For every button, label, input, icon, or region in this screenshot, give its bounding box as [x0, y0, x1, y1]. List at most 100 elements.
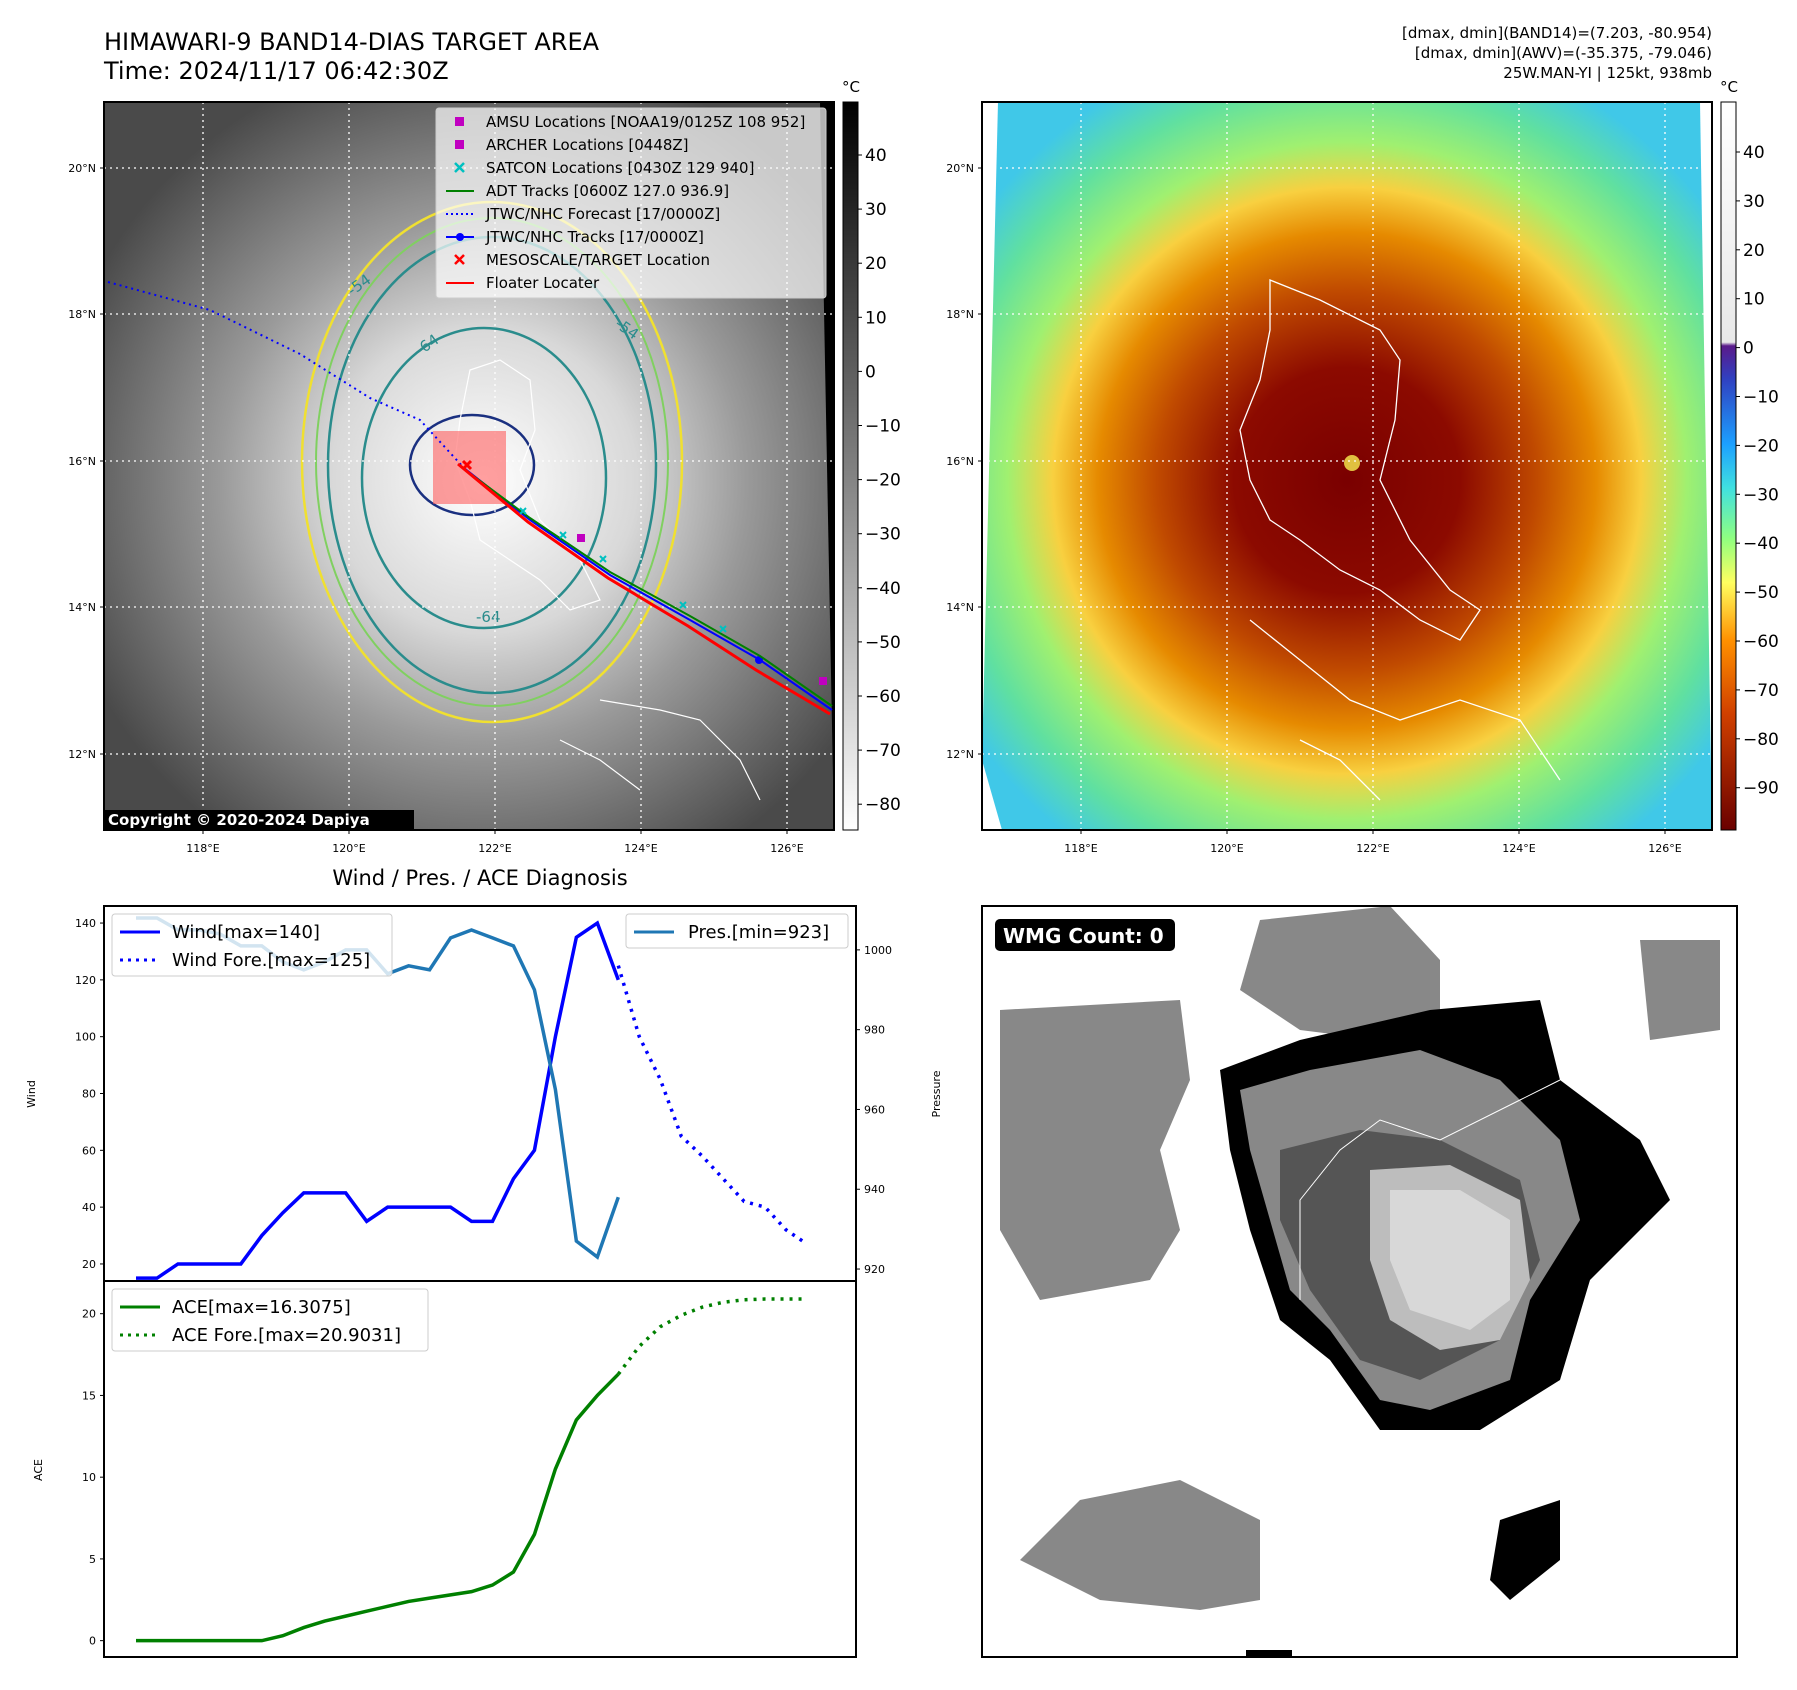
colorbar-left-tick-label: −50 — [865, 633, 901, 653]
colorbar-right-tick-label: −10 — [1743, 388, 1779, 408]
pressure-ytick-label: 960 — [864, 1103, 885, 1116]
legend-marker — [455, 117, 464, 126]
colorbar-left-tick-label: −80 — [865, 795, 901, 815]
copyright-text: Copyright © 2020-2024 Dapiya — [108, 811, 370, 829]
colorbar-left-unit: °C — [842, 78, 860, 96]
colorbar-right-tick-label: −20 — [1743, 436, 1779, 456]
colorbar-right-tick-label: −30 — [1743, 485, 1779, 505]
map-right-lon-label: 118°E — [1064, 842, 1097, 855]
colorbar-right-tick-label: 40 — [1743, 143, 1765, 163]
ace-legend-box — [111, 1288, 429, 1352]
header-title-line2: Time: 2024/11/17 06:42:30Z — [103, 57, 449, 85]
map-legend-box — [435, 107, 827, 299]
pres-legend-label: Pres.[min=923] — [688, 922, 829, 943]
ace-legend-label: ACE[max=16.3075] — [172, 1297, 351, 1318]
header-stats-line3: 25W.MAN-YI | 125kt, 938mb — [1503, 64, 1712, 82]
header-title-line1: HIMAWARI-9 BAND14-DIAS TARGET AREA — [104, 28, 600, 56]
wind-ylabel: Wind — [25, 1080, 38, 1108]
series-wind-fore-line — [616, 965, 809, 1246]
map-right-lat-label: 14°N — [946, 601, 974, 614]
jtwc-track-point — [755, 656, 763, 664]
colorbar-right-tick-label: −60 — [1743, 632, 1779, 652]
legend-marker — [454, 254, 465, 265]
ace-ytick-label: 15 — [82, 1389, 96, 1402]
map-right-lat-label: 12°N — [946, 748, 974, 761]
colorbar-left-tick-label: −20 — [865, 471, 901, 491]
map-right-gridlines — [982, 102, 1712, 830]
colorbar-left-tick-label: −10 — [865, 417, 901, 437]
map-right-frame — [981, 101, 1713, 831]
map-right-lon-label: 120°E — [1210, 842, 1243, 855]
ace-ytick-label: 20 — [82, 1308, 96, 1321]
colorbar-right-tick-label: 20 — [1743, 241, 1765, 261]
map-left-lon-label: 120°E — [332, 842, 365, 855]
series-windline — [136, 920, 620, 1280]
map-right-lon-label: 126°E — [1648, 842, 1681, 855]
map-left-lat-label: 16°N — [68, 455, 96, 468]
ace-ytick-label: 10 — [82, 1471, 96, 1484]
wmg-panel: WMG Count: 0 — [981, 905, 1738, 1658]
colorbar-left-tick-label: 40 — [865, 146, 887, 166]
colorbar-left-tick-label: −70 — [865, 741, 901, 761]
wind-ytick-label: 140 — [75, 917, 96, 930]
adt-track — [459, 465, 833, 707]
ace-ylabel: ACE — [32, 1459, 45, 1481]
legend-marker-dot — [456, 233, 464, 241]
wind-ytick-label: 120 — [75, 974, 96, 987]
wind-ytick-label: 60 — [82, 1144, 96, 1157]
pressure-ytick-label: 940 — [864, 1183, 885, 1196]
wind-legend-box — [111, 913, 393, 977]
legend-label: AMSU Locations [NOAA19/0125Z 108 952] — [486, 113, 805, 131]
mesoscale-target-marker — [461, 459, 473, 471]
ace-chart: ACE 0 5 10 15 20 ACE[max=16.3075] ACE Fore.[… — [32, 1280, 857, 1658]
colorbar-right-unit: °C — [1720, 78, 1738, 96]
wind-legend-label: Wind[max=140] — [172, 922, 320, 943]
floater-locater-track — [457, 462, 831, 716]
map-left-lon-label: 126°E — [770, 842, 803, 855]
legend-label: ADT Tracks [0600Z 127.0 936.9] — [486, 182, 729, 200]
map-left-lon-label: 124°E — [624, 842, 657, 855]
map-right-lon-label: 124°E — [1502, 842, 1535, 855]
jtwc-forecast-track — [107, 281, 465, 469]
ace-ytick-label: 5 — [89, 1553, 96, 1566]
map-right-lat-label: 20°N — [946, 162, 974, 175]
map-left-lat-label: 20°N — [68, 162, 96, 175]
map-left-legend: AMSU Locations [NOAA19/0125Z 108 952] ARC… — [435, 107, 827, 299]
ace-ytick-label: 0 — [89, 1635, 96, 1648]
eye-marker-right — [1344, 455, 1360, 471]
colorbar-right: °C 40 30 20 10 0 −10 −20 −30 −40 −50 −60 −70 −80 −90 — [1720, 78, 1779, 831]
wind-ytick-label: 40 — [82, 1201, 96, 1214]
series-aceline — [136, 1372, 620, 1643]
jtwc-best-track — [463, 467, 833, 711]
colorbar-left-ramp — [842, 101, 859, 831]
legend-marker — [455, 140, 464, 149]
colorbar-left-tick-label: 30 — [865, 200, 887, 220]
wmg-coastline — [1299, 1079, 1561, 1300]
colorbar-left-tick-label: 0 — [865, 362, 876, 382]
legend-label: ARCHER Locations [0448Z] — [486, 136, 689, 154]
wmg-pixel-field — [1000, 906, 1720, 1657]
coastline-luzon-right — [1239, 279, 1481, 641]
colorbar-left: °C 40 30 20 10 0 −10 −20 −30 −40 −50 −60 −70 −80 — [842, 78, 901, 831]
legend-label: Floater Locater — [486, 274, 600, 292]
ace-fore-legend-label: ACE Fore.[max=20.9031] — [172, 1325, 401, 1346]
map-left-frame — [103, 101, 835, 831]
coastline-islands — [559, 699, 761, 801]
satcon-markers — [519, 507, 727, 633]
header-stats-line2: [dmax, dmin](AWV)=(-35.375, -79.046) — [1415, 44, 1712, 62]
wind-pressure-chart: Wind Pressure 20 40 60 80 100 120 140 920 940 96… — [25, 905, 943, 1282]
pressure-ytick-label: 980 — [864, 1024, 885, 1037]
contour-teal-64 — [360, 326, 608, 630]
map-left-lat-label: 12°N — [68, 748, 96, 761]
legend-label: MESOSCALE/TARGET Location — [486, 251, 710, 269]
wmg-count-label: WMG Count: 0 — [1003, 924, 1164, 948]
map-left-lon-label: 118°E — [186, 842, 219, 855]
colorbar-right-tick-label: −80 — [1743, 730, 1779, 750]
legend-marker — [454, 162, 465, 173]
copyright-background — [104, 810, 414, 830]
map-left-lat-label: 18°N — [68, 308, 96, 321]
colorbar-right-tick-label: −70 — [1743, 681, 1779, 701]
wind-fore-legend-label: Wind Fore.[max=125] — [172, 950, 370, 971]
legend-label: JTWC/NHC Tracks [17/0000Z] — [485, 228, 704, 246]
